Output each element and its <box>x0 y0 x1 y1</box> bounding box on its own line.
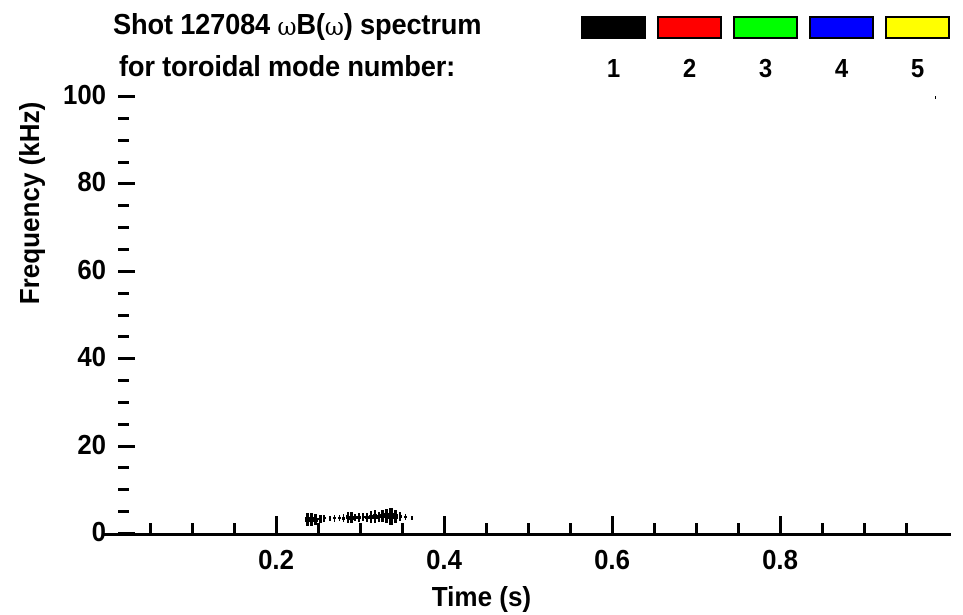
y-major-tick-60 <box>118 269 135 273</box>
x-tick-label-0.6: 0.6 <box>593 544 630 575</box>
legend-swatch-mode-5[interactable] <box>885 16 950 39</box>
x-major-tick-0.6 <box>610 516 614 533</box>
x-minor-tick-0.3 <box>358 523 362 533</box>
y-minor-tick-95 <box>118 116 129 120</box>
y-major-tick-80 <box>118 182 135 186</box>
y-minor-tick-50 <box>118 313 129 317</box>
x-major-tick-0.8 <box>778 516 782 533</box>
y-minor-tick-30 <box>118 400 129 404</box>
x-minor-tick-0.15 <box>232 523 236 533</box>
data-mark-core <box>304 517 310 523</box>
y-major-tick-0 <box>118 532 135 535</box>
x-minor-tick-0.65 <box>652 523 656 533</box>
y-minor-tick-25 <box>118 422 129 426</box>
x-minor-tick-0.25 <box>316 523 320 533</box>
legend-swatch-mode-2[interactable] <box>657 16 722 39</box>
data-mark-core <box>345 515 350 520</box>
x-tick-label-0.8: 0.8 <box>761 544 798 575</box>
title-suffix: ) spectrum <box>343 9 482 41</box>
data-mark-core <box>349 515 354 520</box>
data-mark-core <box>318 517 323 521</box>
y-minor-tick-70 <box>118 226 129 230</box>
data-mark-core <box>365 515 369 519</box>
chart-title-block: Shot 127084 ωB(ω) spectrum for toroidal … <box>0 6 963 90</box>
y-minor-tick-55 <box>118 291 129 295</box>
y-minor-tick-65 <box>118 247 129 251</box>
data-mark-core <box>342 516 345 520</box>
y-minor-tick-90 <box>118 138 129 142</box>
data-mark-core <box>380 513 385 519</box>
chart-title-line-2: for toroidal mode number: <box>119 51 456 83</box>
data-mark-core <box>357 516 361 520</box>
y-major-tick-20 <box>118 444 135 448</box>
data-mark-core <box>361 515 365 519</box>
y-tick-label-20: 20 <box>77 428 106 460</box>
x-major-tick-0.2 <box>274 516 278 533</box>
plot-frame-bottom-axis <box>103 533 951 536</box>
y-axis-title: Frequency (kHz) <box>14 101 45 305</box>
y-tick-label-80: 80 <box>77 166 106 198</box>
data-mark-core <box>333 516 336 520</box>
y-major-tick-40 <box>118 357 135 361</box>
legend-label-mode-2: 2 <box>682 53 697 83</box>
x-minor-tick-0.5 <box>526 523 530 533</box>
y-minor-tick-5 <box>118 510 129 514</box>
data-mark-core <box>308 517 315 522</box>
omega-symbol-1: ω <box>277 12 297 41</box>
y-tick-label-100: 100 <box>63 79 106 110</box>
x-minor-tick-0.95 <box>904 523 908 533</box>
data-mark-core <box>377 515 381 519</box>
x-minor-tick-0.85 <box>820 523 824 533</box>
data-mark-core <box>328 517 332 520</box>
legend-label-mode-1: 1 <box>606 53 621 83</box>
legend-swatch-mode-3[interactable] <box>733 16 798 39</box>
x-axis-title: Time (s) <box>0 582 963 612</box>
x-minor-tick-0.7 <box>694 523 698 533</box>
title-mid: B( <box>296 9 325 41</box>
omega-symbol-2: ω <box>324 12 344 41</box>
data-mark-core <box>372 514 378 519</box>
x-minor-tick-0.75 <box>736 523 740 533</box>
data-mark-core <box>387 513 395 519</box>
y-tick-label-40: 40 <box>77 341 106 373</box>
y-major-tick-100 <box>118 95 135 98</box>
plot-area <box>118 95 935 535</box>
y-minor-tick-35 <box>118 379 129 383</box>
x-minor-tick-0.1 <box>190 523 194 533</box>
x-tick-label-0.2: 0.2 <box>257 544 294 575</box>
legend: 1 2 3 4 5 <box>0 0 963 90</box>
data-mark-core <box>383 513 390 519</box>
legend-swatch-mode-1[interactable] <box>581 16 646 39</box>
legend-label-mode-4: 4 <box>834 53 849 83</box>
data-mark-core <box>312 517 319 522</box>
x-minor-tick-0.45 <box>484 523 488 533</box>
x-minor-tick-0.55 <box>568 523 572 533</box>
data-mark-core <box>338 516 342 519</box>
chart-title-line-1: Shot 127084 ωB(ω) spectrum <box>113 10 481 42</box>
x-major-tick-0.4 <box>442 516 446 533</box>
data-mark-core <box>322 516 326 520</box>
legend-swatch-mode-4[interactable] <box>809 16 874 39</box>
data-mark-core <box>393 514 398 519</box>
x-axis-title-text: Time (s) <box>431 581 532 612</box>
y-tick-label-0: 0 <box>91 516 106 547</box>
legend-label-mode-5: 5 <box>910 53 925 83</box>
legend-label-mode-3: 3 <box>758 53 773 83</box>
x-minor-tick-0.35 <box>400 523 404 533</box>
data-mark-core <box>353 516 357 519</box>
y-minor-tick-15 <box>118 466 129 470</box>
y-minor-tick-85 <box>118 160 129 164</box>
x-minor-tick-0.9 <box>862 523 866 533</box>
data-mark-core <box>369 514 373 519</box>
data-mark-core <box>410 516 414 519</box>
y-minor-tick-45 <box>118 335 129 339</box>
data-mark-core <box>404 516 407 519</box>
title-prefix: Shot 127084 <box>113 9 278 41</box>
y-tick-label-60: 60 <box>77 253 106 285</box>
x-tick-label-0.4: 0.4 <box>425 544 462 575</box>
y-minor-tick-10 <box>118 488 129 492</box>
y-minor-tick-75 <box>118 204 129 208</box>
x-minor-tick-0.05 <box>148 523 152 533</box>
data-mark-core <box>398 515 402 519</box>
